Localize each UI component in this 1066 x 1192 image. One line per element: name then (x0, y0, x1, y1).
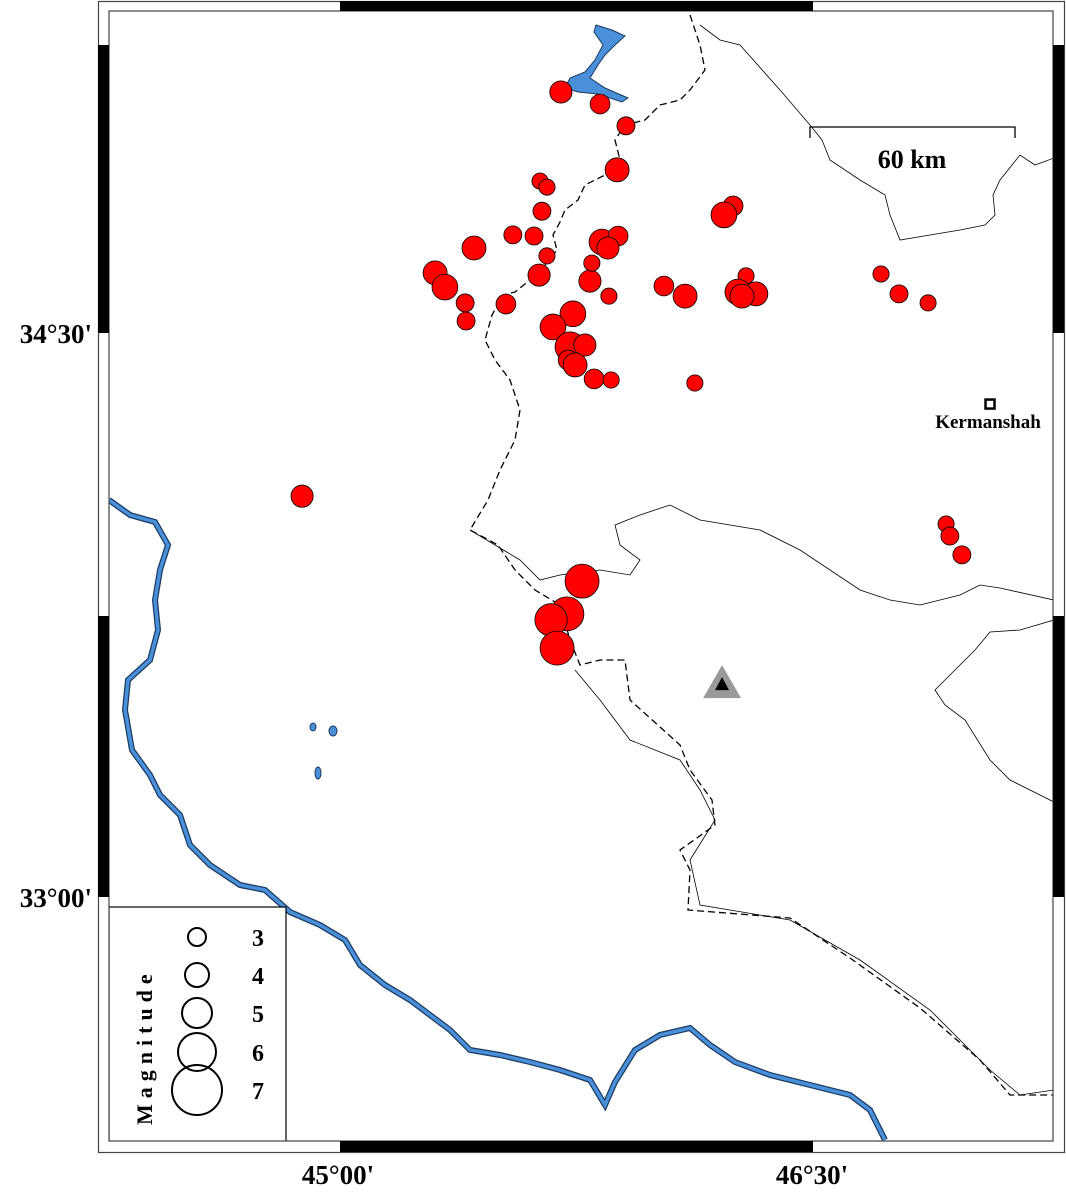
legend-label: 3 (252, 926, 264, 952)
earthquake-event (919, 294, 937, 312)
earthquake-event (600, 287, 618, 305)
earthquake-event (534, 603, 568, 637)
legend-circle (187, 927, 207, 947)
earthquake-event (573, 333, 597, 357)
legend-title: Magnitude (132, 968, 157, 1125)
legend-label: 6 (252, 1041, 264, 1067)
earthquake-event (559, 300, 587, 328)
earthquake-events (290, 80, 972, 666)
earthquake-event (564, 563, 600, 599)
earthquake-event (527, 263, 551, 287)
city-label: Kermanshah (935, 412, 1041, 433)
scale-bar-label: 60 km (878, 145, 947, 174)
lake-darbandikhan (564, 24, 630, 103)
legend-circle (184, 962, 210, 988)
earthquake-event (578, 269, 602, 293)
station-triangle-icon (703, 665, 742, 699)
city-square-icon (984, 398, 996, 410)
earthquake-event (562, 352, 588, 378)
legend-circle (171, 1064, 223, 1116)
latitude-tick-label: 33°00' (20, 883, 92, 913)
international-border (469, 14, 1053, 1096)
latitude-tick-label: 34°30' (20, 319, 92, 349)
lake (309, 722, 317, 732)
earthquake-event (538, 178, 556, 196)
longitude-tick-label: 46°30' (776, 1160, 848, 1190)
earthquake-event (940, 526, 960, 546)
earthquake-event (589, 93, 611, 115)
legend-label: 7 (252, 1079, 264, 1105)
earthquake-event (461, 235, 487, 261)
earthquake-event (889, 284, 909, 304)
legend-label: 5 (252, 1002, 264, 1028)
lake (314, 766, 322, 780)
earthquake-event (710, 201, 738, 229)
legend-label: 4 (252, 964, 264, 990)
earthquake-event (686, 374, 704, 392)
rivers (109, 24, 888, 1141)
legend-circle (181, 997, 213, 1029)
earthquake-event (524, 226, 544, 246)
earthquake-event (729, 283, 755, 309)
scale-bar (809, 126, 1016, 138)
earthquake-event (431, 273, 459, 301)
earthquake-event (549, 80, 573, 104)
earthquake-event (596, 236, 620, 260)
earthquake-event (583, 368, 605, 390)
earthquake-event (290, 484, 314, 508)
earthquake-event (539, 630, 575, 666)
lake (328, 725, 338, 737)
longitude-tick-label: 45°00' (302, 1160, 374, 1190)
earthquake-event (604, 157, 630, 183)
earthquake-event (602, 371, 620, 389)
earthquake-event (952, 545, 972, 565)
earthquake-event (872, 265, 890, 283)
map-frame (97, 0, 1066, 1154)
earthquake-event (583, 254, 601, 272)
earthquake-event (456, 311, 476, 331)
legend: Magnitude 3 4 5 6 7 (109, 906, 287, 1141)
earthquake-event (455, 293, 475, 313)
earthquake-event (532, 201, 552, 221)
earthquake-event (616, 116, 636, 136)
legend-circle (177, 1032, 217, 1072)
earthquake-event (538, 247, 556, 265)
earthquake-event (653, 275, 675, 297)
earthquake-event (503, 225, 523, 245)
earthquake-event (495, 293, 517, 315)
earthquake-event (672, 283, 698, 309)
earthquake-event (539, 313, 567, 341)
